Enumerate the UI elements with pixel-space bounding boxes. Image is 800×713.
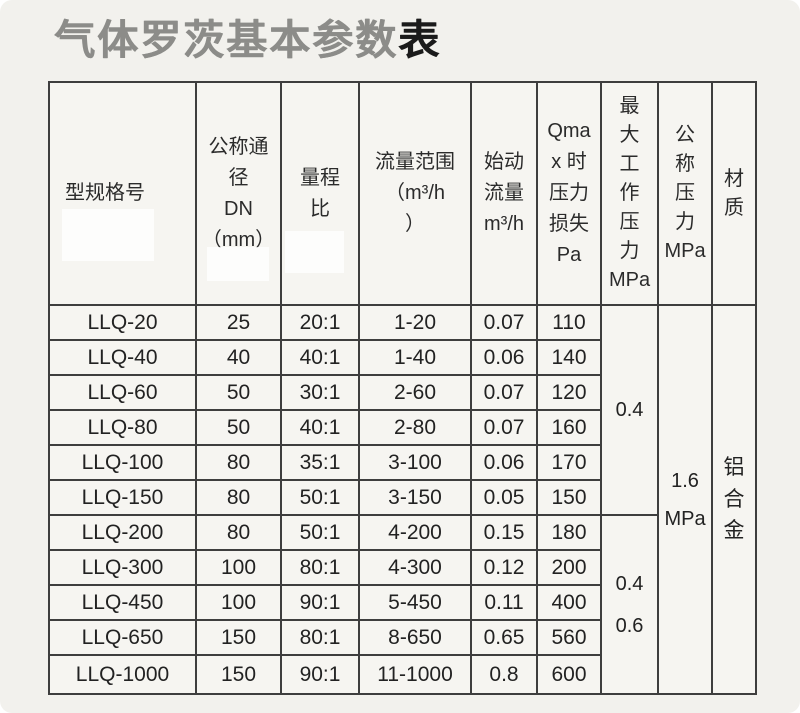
cell-range-ratio: 30:1 (280, 374, 360, 411)
cell-start-flow: 0.06 (470, 339, 538, 376)
cell-dn: 100 (195, 549, 282, 586)
table-row: LLQ-60 50 30:1 2-60 0.07 120 (48, 374, 756, 411)
cell-model: LLQ-200 (48, 514, 197, 551)
table-row: LLQ-300 100 80:1 4-300 0.12 200 (48, 549, 756, 586)
cell-flow-range: 1-20 (358, 304, 472, 341)
table-row: LLQ-150 80 50:1 3-150 0.05 150 (48, 479, 756, 516)
cell-model: LLQ-650 (48, 619, 197, 656)
cell-range-ratio: 50:1 (280, 479, 360, 516)
cell-model: LLQ-80 (48, 409, 197, 446)
cell-range-ratio: 35:1 (280, 444, 360, 481)
cell-model: LLQ-150 (48, 479, 197, 516)
table-row: LLQ-40 40 40:1 1-40 0.06 140 (48, 339, 756, 376)
header-model: 型规格号 (48, 81, 197, 306)
cell-range-ratio: 90:1 (280, 654, 360, 695)
cell-pressure-loss: 160 (536, 409, 602, 446)
header-start-flow: 始动 流量 m³/h (470, 81, 538, 306)
header-nominal-pressure: 公 称 压 力 MPa (657, 81, 713, 306)
cell-flow-range: 4-300 (358, 549, 472, 586)
header-dn: 公称通 径 DN （mm） (195, 81, 282, 306)
cell-start-flow: 0.8 (470, 654, 538, 695)
cell-flow-range: 11-1000 (358, 654, 472, 695)
cell-pressure-loss: 560 (536, 619, 602, 656)
cell-start-flow: 0.65 (470, 619, 538, 656)
cell-range-ratio: 20:1 (280, 304, 360, 341)
cell-pressure-loss: 110 (536, 304, 602, 341)
cell-model: LLQ-1000 (48, 654, 197, 695)
header-range-ratio: 量程 比 (280, 81, 360, 306)
cell-material: 铝 合 金 (711, 304, 757, 695)
cell-dn: 100 (195, 584, 282, 621)
cell-pressure-loss: 150 (536, 479, 602, 516)
cell-range-ratio: 90:1 (280, 584, 360, 621)
header-row: 型规格号 公称通 径 DN （mm） 量程 比 流量范围 （m³/h ） 始动 … (48, 81, 757, 306)
header-pressure-loss: Qma x 时 压力 损失 Pa (536, 81, 602, 306)
cell-pressure-loss: 200 (536, 549, 602, 586)
cell-model: LLQ-450 (48, 584, 197, 621)
cell-start-flow: 0.15 (470, 514, 538, 551)
cell-max-working-pressure-group1: 0.4 (600, 304, 659, 516)
cell-max-working-pressure-group2: 0.4 0.6 (600, 514, 659, 695)
cell-dn: 80 (195, 444, 282, 481)
cell-pressure-loss: 170 (536, 444, 602, 481)
header-material: 材 质 (711, 81, 757, 306)
cell-nominal-pressure: 1.6 MPa (657, 304, 713, 695)
cell-dn: 50 (195, 374, 282, 411)
table-row: LLQ-650 150 80:1 8-650 0.65 560 (48, 619, 756, 656)
cell-start-flow: 0.07 (470, 374, 538, 411)
cell-start-flow: 0.11 (470, 584, 538, 621)
page-title: 气体罗茨基本参数表 (54, 6, 441, 66)
cell-pressure-loss: 600 (536, 654, 602, 695)
cell-flow-range: 5-450 (358, 584, 472, 621)
cell-model: LLQ-100 (48, 444, 197, 481)
cell-range-ratio: 80:1 (280, 549, 360, 586)
cell-model: LLQ-300 (48, 549, 197, 586)
cell-range-ratio: 40:1 (280, 409, 360, 446)
table-row: LLQ-200 80 50:1 4-200 0.15 180 0.4 0.6 (48, 514, 756, 695)
cell-pressure-loss: 180 (536, 514, 602, 551)
parameters-table: 型规格号 公称通 径 DN （mm） 量程 比 流量范围 （m³/h ） 始动 … (48, 81, 757, 695)
cell-dn: 150 (195, 654, 282, 695)
cell-start-flow: 0.12 (470, 549, 538, 586)
cell-dn: 50 (195, 409, 282, 446)
cell-flow-range: 2-60 (358, 374, 472, 411)
page-title-main: 气体罗茨基本参数 (54, 16, 398, 64)
cell-start-flow: 0.05 (470, 479, 538, 516)
cell-dn: 80 (195, 514, 282, 551)
cell-range-ratio: 80:1 (280, 619, 360, 656)
cell-pressure-loss: 120 (536, 374, 602, 411)
cell-flow-range: 4-200 (358, 514, 472, 551)
table-row: LLQ-450 100 90:1 5-450 0.11 400 (48, 584, 756, 621)
cell-start-flow: 0.07 (470, 304, 538, 341)
cell-start-flow: 0.06 (470, 444, 538, 481)
cell-range-ratio: 40:1 (280, 339, 360, 376)
cell-start-flow: 0.07 (470, 409, 538, 446)
cell-model: LLQ-60 (48, 374, 197, 411)
table-row: LLQ-80 50 40:1 2-80 0.07 160 (48, 409, 756, 446)
header-max-working-pressure: 最 大 工 作 压 力 MPa (600, 81, 659, 306)
cell-dn: 80 (195, 479, 282, 516)
table-row: LLQ-100 80 35:1 3-100 0.06 170 (48, 444, 756, 481)
header-flow-range: 流量范围 （m³/h ） (358, 81, 472, 306)
table-row: LLQ-1000 150 90:1 11-1000 0.8 600 (48, 654, 756, 695)
cell-dn: 150 (195, 619, 282, 656)
cell-dn: 40 (195, 339, 282, 376)
cell-dn: 25 (195, 304, 282, 341)
cell-flow-range: 3-150 (358, 479, 472, 516)
cell-range-ratio: 50:1 (280, 514, 360, 551)
page-title-suffix: 表 (398, 16, 441, 64)
table-row: LLQ-20 25 20:1 1-20 0.07 110 0.4 1.6 MPa… (48, 304, 757, 695)
cell-flow-range: 3-100 (358, 444, 472, 481)
cell-pressure-loss: 140 (536, 339, 602, 376)
cell-model: LLQ-40 (48, 339, 197, 376)
cell-model: LLQ-20 (48, 304, 197, 341)
cell-flow-range: 8-650 (358, 619, 472, 656)
cell-flow-range: 1-40 (358, 339, 472, 376)
cell-flow-range: 2-80 (358, 409, 472, 446)
cell-pressure-loss: 400 (536, 584, 602, 621)
